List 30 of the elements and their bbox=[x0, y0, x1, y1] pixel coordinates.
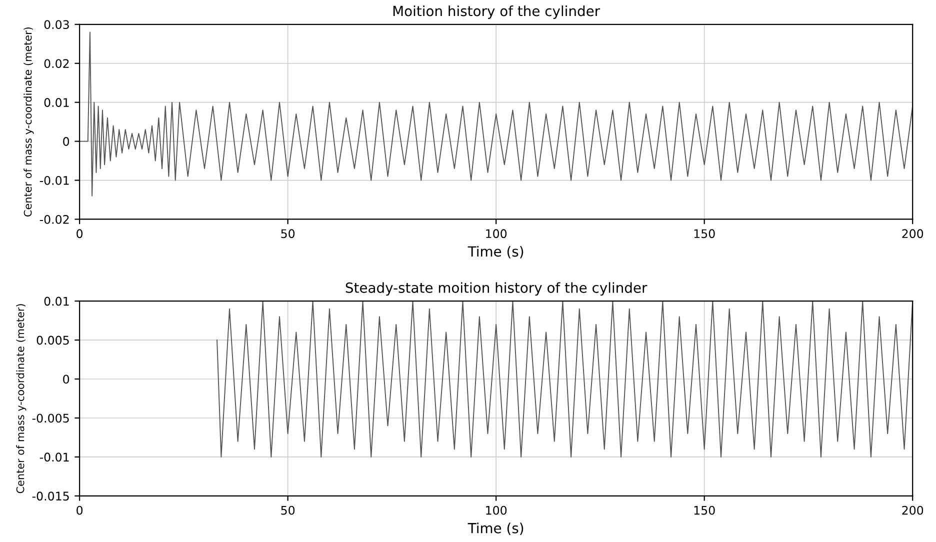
x-axis-title: Time (s) bbox=[468, 522, 524, 536]
y-tick-label: -0.01 bbox=[40, 452, 69, 462]
x-tick-label: 50 bbox=[281, 229, 295, 238]
x-tick-label: 0 bbox=[76, 229, 83, 238]
y-tick-label: 0.01 bbox=[44, 296, 69, 306]
y-tick-label: 0.03 bbox=[44, 20, 69, 30]
x-tick-label: 50 bbox=[281, 506, 295, 515]
x-tick-label: 200 bbox=[902, 229, 924, 238]
y-tick-label: -0.02 bbox=[40, 214, 69, 224]
x-tick-label: 0 bbox=[76, 506, 83, 515]
y-tick-label: 0 bbox=[63, 137, 70, 146]
chart-title: Steady-state moition history of the cylinder bbox=[346, 282, 648, 296]
line-series bbox=[80, 32, 913, 196]
chart-title: Moition history of the cylinder bbox=[393, 6, 600, 19]
y-tick-label: 0.005 bbox=[36, 336, 69, 345]
line-series bbox=[216, 301, 913, 458]
x-axis-title: Time (s) bbox=[468, 246, 524, 258]
x-tick-label: 100 bbox=[486, 506, 507, 515]
x-tick-label: 150 bbox=[694, 506, 715, 515]
y-axis-title: Center of mass y-coordinate (meter) bbox=[16, 304, 26, 494]
y-axis-title: Center of mass y-coordinate (meter) bbox=[24, 27, 34, 216]
x-tick-label: 100 bbox=[486, 229, 507, 238]
y-tick-label: 0.02 bbox=[44, 59, 69, 68]
y-tick-label: -0.01 bbox=[40, 176, 69, 185]
y-tick-label: 0 bbox=[63, 374, 70, 384]
y-tick-label: -0.005 bbox=[32, 414, 69, 423]
x-tick-label: 200 bbox=[902, 506, 924, 515]
y-tick-label: 0.01 bbox=[44, 98, 69, 107]
y-tick-label: -0.015 bbox=[32, 492, 69, 501]
x-tick-label: 150 bbox=[694, 229, 715, 238]
